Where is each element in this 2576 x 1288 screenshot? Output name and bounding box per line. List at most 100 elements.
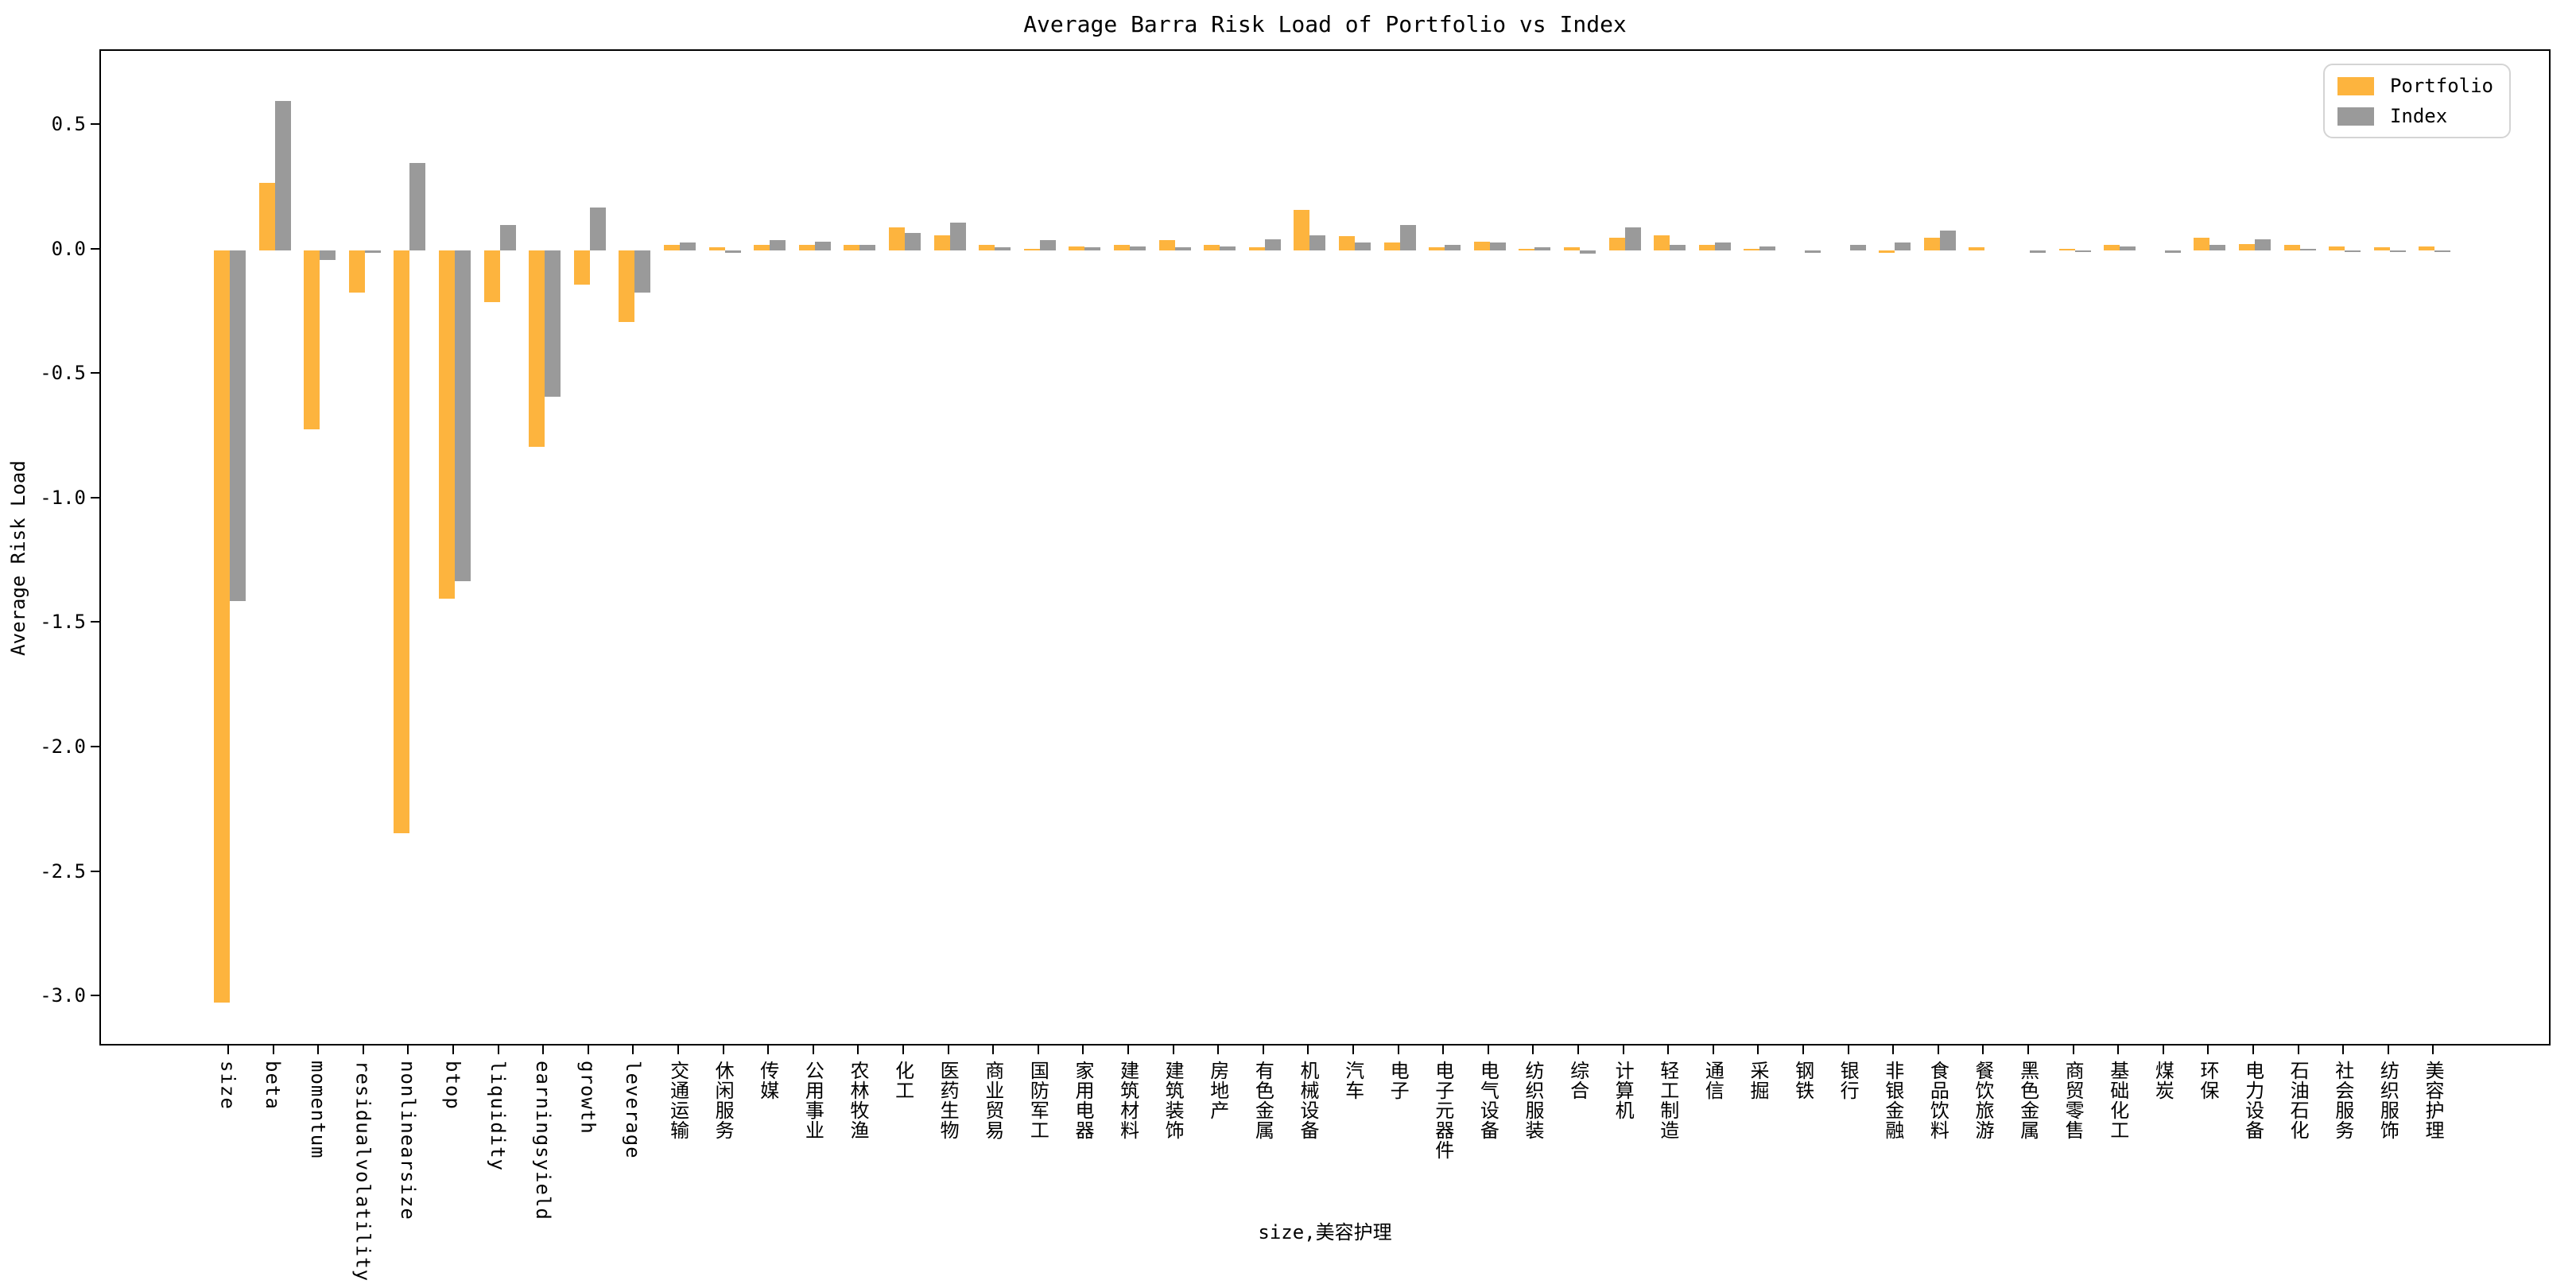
x-tick	[1487, 1046, 1489, 1054]
bar-index-基础化工	[2120, 246, 2136, 250]
bar-index-综合	[1580, 250, 1596, 254]
bar-index-商业贸易	[995, 247, 1011, 250]
bar-portfolio-休闲服务	[708, 247, 725, 250]
y-tick	[91, 746, 99, 748]
plot-area: Portfolio Index	[99, 49, 2551, 1046]
bar-index-食品饮料	[1939, 230, 1956, 250]
bar-portfolio-btop	[439, 250, 455, 599]
bar-portfolio-计算机	[1608, 237, 1625, 250]
x-tick-label-公用事业: 公用事业	[801, 1061, 824, 1140]
y-tick	[91, 372, 99, 374]
y-axis-label: Average Risk Load	[7, 460, 29, 656]
y-tick-label: -0.5	[40, 362, 86, 385]
x-axis-label: size,美容护理	[1258, 1221, 1392, 1243]
y-tick	[91, 621, 99, 623]
bar-index-建筑装饰	[1174, 247, 1191, 250]
x-tick-label-采掘: 采掘	[1746, 1061, 1769, 1100]
bar-index-商贸零售	[2074, 250, 2091, 252]
y-tick-label: -1.5	[40, 611, 86, 634]
x-tick-label-社会服务: 社会服务	[2331, 1061, 2354, 1140]
x-tick	[947, 1046, 949, 1054]
bar-index-公用事业	[814, 241, 831, 250]
x-tick	[1082, 1046, 1084, 1054]
x-tick-label-综合: 综合	[1566, 1061, 1589, 1100]
x-tick-label-房地产: 房地产	[1206, 1061, 1229, 1120]
bar-portfolio-房地产	[1204, 245, 1220, 250]
bar-portfolio-growth	[573, 250, 590, 285]
bar-portfolio-基础化工	[2104, 245, 2120, 250]
x-tick	[2162, 1046, 2164, 1054]
x-tick-label-earningsyield: earningsyield	[531, 1061, 554, 1220]
bar-index-传媒	[770, 240, 786, 250]
bar-portfolio-医药生物	[933, 235, 950, 250]
x-tick	[2252, 1046, 2254, 1054]
bar-portfolio-综合	[1564, 247, 1580, 250]
x-tick	[452, 1046, 454, 1054]
x-tick-label-餐饮旅游: 餐饮旅游	[1971, 1061, 1994, 1140]
y-tick-label: -1.0	[40, 486, 86, 509]
x-tick-label-电气设备: 电气设备	[1476, 1061, 1499, 1140]
legend-row-portfolio: Portfolio	[2337, 75, 2493, 97]
x-tick	[1397, 1046, 1399, 1054]
bar-index-石油石化	[2299, 249, 2316, 251]
y-tick-label: 0.5	[51, 112, 86, 135]
x-tick	[1352, 1046, 1354, 1054]
bar-index-btop	[455, 250, 471, 582]
bar-portfolio-轻工制造	[1654, 235, 1670, 250]
bar-portfolio-residualvolatility	[348, 250, 365, 293]
bar-portfolio-美容护理	[2419, 246, 2435, 250]
bar-portfolio-电力设备	[2239, 243, 2255, 250]
x-tick	[2297, 1046, 2299, 1054]
bar-index-liquidity	[499, 225, 516, 250]
x-tick-label-医药生物: 医药生物	[937, 1061, 960, 1140]
bar-index-电子元器件	[1445, 245, 1461, 250]
bar-portfolio-汽车	[1339, 236, 1355, 250]
bar-portfolio-食品饮料	[1923, 237, 1940, 250]
x-tick	[812, 1046, 814, 1054]
x-tick	[227, 1046, 229, 1054]
bar-portfolio-餐饮旅游	[1969, 247, 1985, 250]
bar-portfolio-交通运输	[664, 245, 680, 250]
bar-portfolio-电子元器件	[1429, 247, 1445, 250]
x-tick	[2207, 1046, 2209, 1054]
x-tick-label-建筑装饰: 建筑装饰	[1162, 1061, 1185, 1140]
bar-index-钢铁	[1805, 250, 1821, 253]
y-tick	[91, 496, 99, 499]
bar-portfolio-liquidity	[483, 250, 500, 303]
x-tick	[1307, 1046, 1309, 1054]
legend-label-portfolio: Portfolio	[2389, 75, 2493, 97]
x-tick	[407, 1046, 409, 1054]
x-tick	[857, 1046, 859, 1054]
portfolio-swatch-icon	[2337, 76, 2374, 95]
x-tick-label-momentum: momentum	[306, 1061, 329, 1159]
x-tick-label-电子: 电子	[1387, 1061, 1410, 1100]
bar-index-计算机	[1624, 227, 1641, 250]
x-tick	[1127, 1046, 1129, 1054]
bar-index-采掘	[1759, 246, 1776, 250]
bar-index-residualvolatility	[364, 250, 381, 253]
x-tick-label-煤炭: 煤炭	[2151, 1061, 2174, 1100]
chart-title: Average Barra Risk Load of Portfolio vs …	[1023, 11, 1627, 37]
bar-portfolio-纺织服装	[1519, 249, 1535, 251]
bar-index-家用电器	[1084, 247, 1101, 250]
x-tick-label-beta: beta	[262, 1061, 285, 1110]
bar-index-纺织服饰	[2389, 250, 2406, 252]
x-tick-label-非银金融: 非银金融	[1881, 1061, 1904, 1140]
bar-portfolio-化工	[889, 227, 905, 250]
bar-index-交通运输	[680, 242, 696, 250]
x-tick	[1667, 1046, 1670, 1054]
bar-portfolio-momentum	[304, 250, 320, 430]
bar-index-房地产	[1220, 246, 1236, 250]
bar-portfolio-通信	[1698, 245, 1715, 250]
bar-portfolio-社会服务	[2329, 246, 2345, 250]
x-tick-label-商业贸易: 商业贸易	[981, 1061, 1004, 1140]
bar-index-beta	[274, 100, 291, 250]
bar-index-电气设备	[1489, 242, 1506, 250]
bar-index-休闲服务	[724, 250, 741, 253]
x-tick	[2117, 1046, 2120, 1054]
x-tick-label-钢铁: 钢铁	[1791, 1061, 1814, 1100]
x-tick-label-家用电器: 家用电器	[1071, 1061, 1094, 1140]
x-tick-label-美容护理: 美容护理	[2421, 1061, 2444, 1140]
x-tick-label-银行: 银行	[1837, 1061, 1860, 1100]
